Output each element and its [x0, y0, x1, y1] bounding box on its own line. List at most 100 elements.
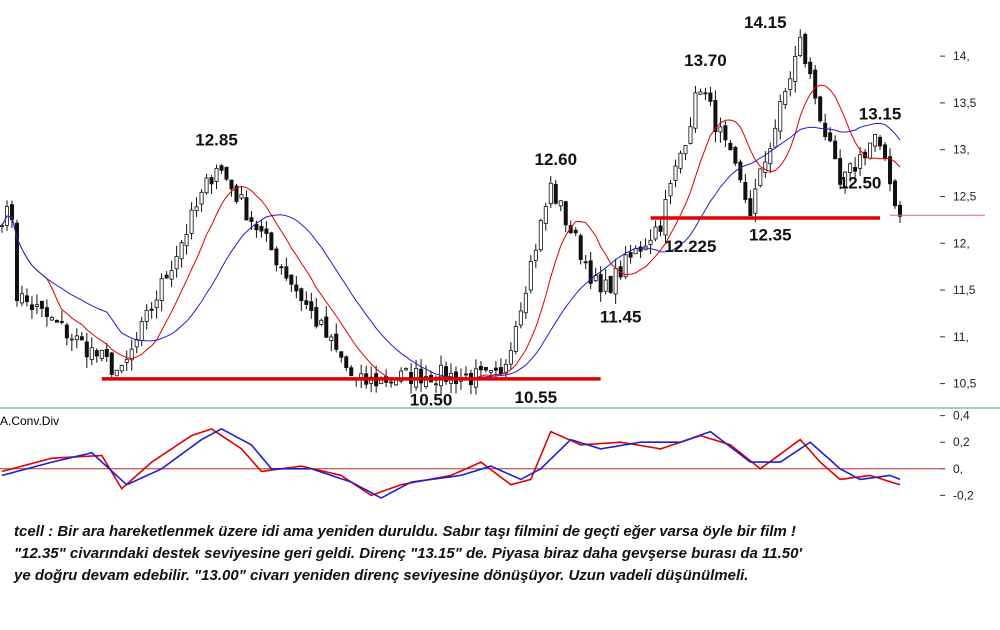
candle [209, 174, 214, 194]
candle-body [863, 151, 868, 159]
candle-body [893, 180, 898, 207]
candle-body [269, 232, 274, 251]
candle-body [114, 369, 119, 377]
candle [299, 287, 304, 312]
candle [608, 275, 613, 294]
candle-body [808, 61, 813, 75]
candle-body [878, 136, 883, 147]
candlesticks [0, 29, 903, 395]
candle [69, 333, 74, 351]
candle-body [219, 165, 224, 171]
candle-body [389, 381, 394, 384]
candle [483, 366, 488, 373]
candle [838, 149, 843, 190]
candle [623, 246, 628, 279]
candle-body [883, 144, 888, 159]
candle [284, 257, 289, 281]
candle [134, 331, 139, 354]
candle-body [568, 225, 573, 234]
candle [823, 113, 828, 141]
candle-body [798, 36, 803, 56]
candle [164, 271, 169, 279]
candle [653, 220, 658, 242]
candle [234, 183, 239, 204]
candle-body [154, 299, 159, 308]
candle-body [523, 292, 528, 314]
candle [858, 147, 863, 176]
candle-body [673, 165, 678, 181]
candle-body [773, 127, 778, 148]
candle [468, 369, 473, 395]
candle [344, 355, 349, 372]
candle-body [124, 358, 129, 363]
candle-body [59, 321, 64, 323]
candle-body [853, 167, 858, 172]
indicator-tick-label: 0, [953, 462, 963, 476]
candle-body [733, 146, 738, 164]
candle [788, 71, 793, 97]
candle [139, 316, 144, 347]
candle [613, 258, 618, 305]
candle-body [244, 197, 249, 221]
candle [269, 231, 274, 251]
price-annotation: 12.225 [664, 237, 716, 256]
candle-body [828, 132, 833, 142]
candle [703, 87, 708, 101]
candle-body [848, 163, 853, 173]
comment-line-1: tcell : Bir ara hareketlenmek üzere idi … [14, 523, 796, 540]
candle [84, 332, 89, 368]
candle-body [69, 338, 74, 341]
candle [24, 288, 29, 307]
candle [194, 197, 199, 217]
candle-body [339, 351, 344, 358]
candle [803, 32, 808, 68]
candle [793, 45, 798, 93]
candle-body [823, 122, 828, 138]
candle [19, 285, 24, 307]
candle [733, 146, 738, 166]
candle [89, 337, 94, 366]
candle-body [19, 293, 24, 304]
candle-body [324, 316, 329, 338]
candle [124, 350, 129, 371]
candle [718, 117, 723, 143]
candle [843, 171, 848, 194]
candle [848, 162, 853, 182]
candle-body [199, 191, 204, 205]
candle-body [803, 33, 808, 65]
candle-body [573, 229, 578, 234]
candle [693, 85, 698, 133]
candle-body [563, 201, 568, 226]
candle-body [424, 376, 429, 388]
candle-body [583, 261, 588, 264]
price-annotation: 12.85 [195, 131, 238, 150]
candle-body [493, 367, 498, 371]
candle-body [688, 126, 693, 144]
candle-body [528, 261, 533, 291]
candle [773, 119, 778, 148]
indicator-tick-label: 0,2 [953, 435, 970, 449]
candle [583, 254, 588, 270]
candle [144, 304, 149, 330]
candle-body [578, 235, 583, 260]
candle-body [768, 148, 773, 165]
candle-body [0, 225, 4, 227]
candle-body [858, 154, 863, 169]
comment-line-2: "12.35" civarındaki destek seviyesine ge… [14, 545, 802, 562]
candle [708, 86, 713, 107]
candle-body [533, 249, 538, 262]
candle-body [668, 183, 673, 197]
candle [553, 179, 558, 205]
candle [753, 178, 758, 222]
indicator-tick-label: 0,4 [953, 409, 970, 423]
candle [304, 291, 309, 310]
price-annotation: 10.55 [515, 388, 558, 407]
candle [309, 292, 314, 319]
candle-body [683, 145, 688, 155]
candle [29, 296, 34, 319]
candle-body [419, 368, 424, 384]
candle [329, 333, 334, 352]
candle [279, 264, 284, 275]
candle [543, 202, 548, 231]
